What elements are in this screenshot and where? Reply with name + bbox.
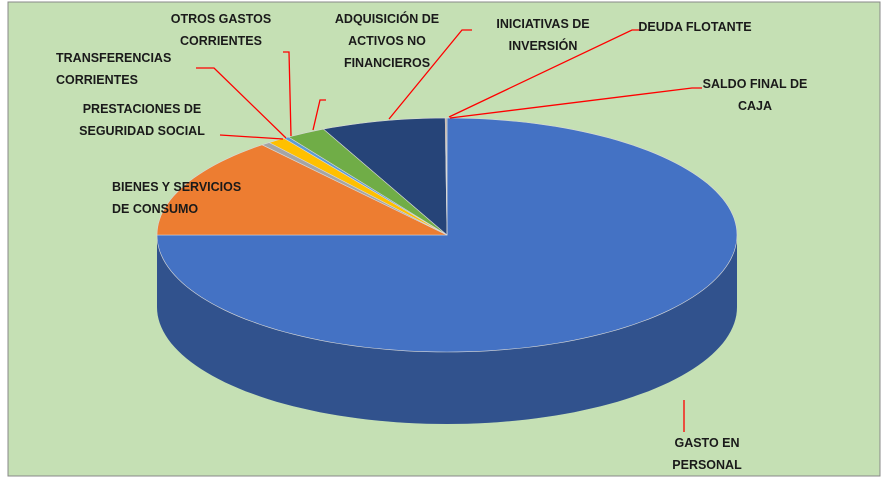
slice [156,144,448,236]
pie [156,117,738,424]
data-label: GASTO EN PERSONAL [672,436,742,472]
leader-line [196,67,287,139]
leader-line [312,99,326,131]
data-label: DEUDA FLOTANTE [638,20,752,34]
data-label: BIENES Y SERVICIOS DE CONSUMO [112,180,242,216]
leader-line [219,134,284,140]
leader-line [449,87,702,119]
slice [322,117,448,236]
data-label: OTROS GASTOS CORRIENTES [170,12,272,48]
slice-side [157,235,737,424]
slice [445,117,448,236]
leader-lines [196,29,702,432]
data-label: TRANSFERENCIAS CORRIENTES [56,51,172,87]
leader-line [448,29,642,118]
data-label: SALDO FINAL DE CAJA [702,77,808,113]
leader-line [283,51,292,137]
data-label: PRESTACIONES DE SEGURIDAD SOCIAL [79,102,205,138]
leader-line [388,29,472,120]
data-label: ADQUISICIÓN DE ACTIVOS NO FINANCIEROS [334,12,440,70]
data-label: INICIATIVAS DE INVERSIÓN [496,17,590,53]
slice-side-shade [157,235,737,424]
